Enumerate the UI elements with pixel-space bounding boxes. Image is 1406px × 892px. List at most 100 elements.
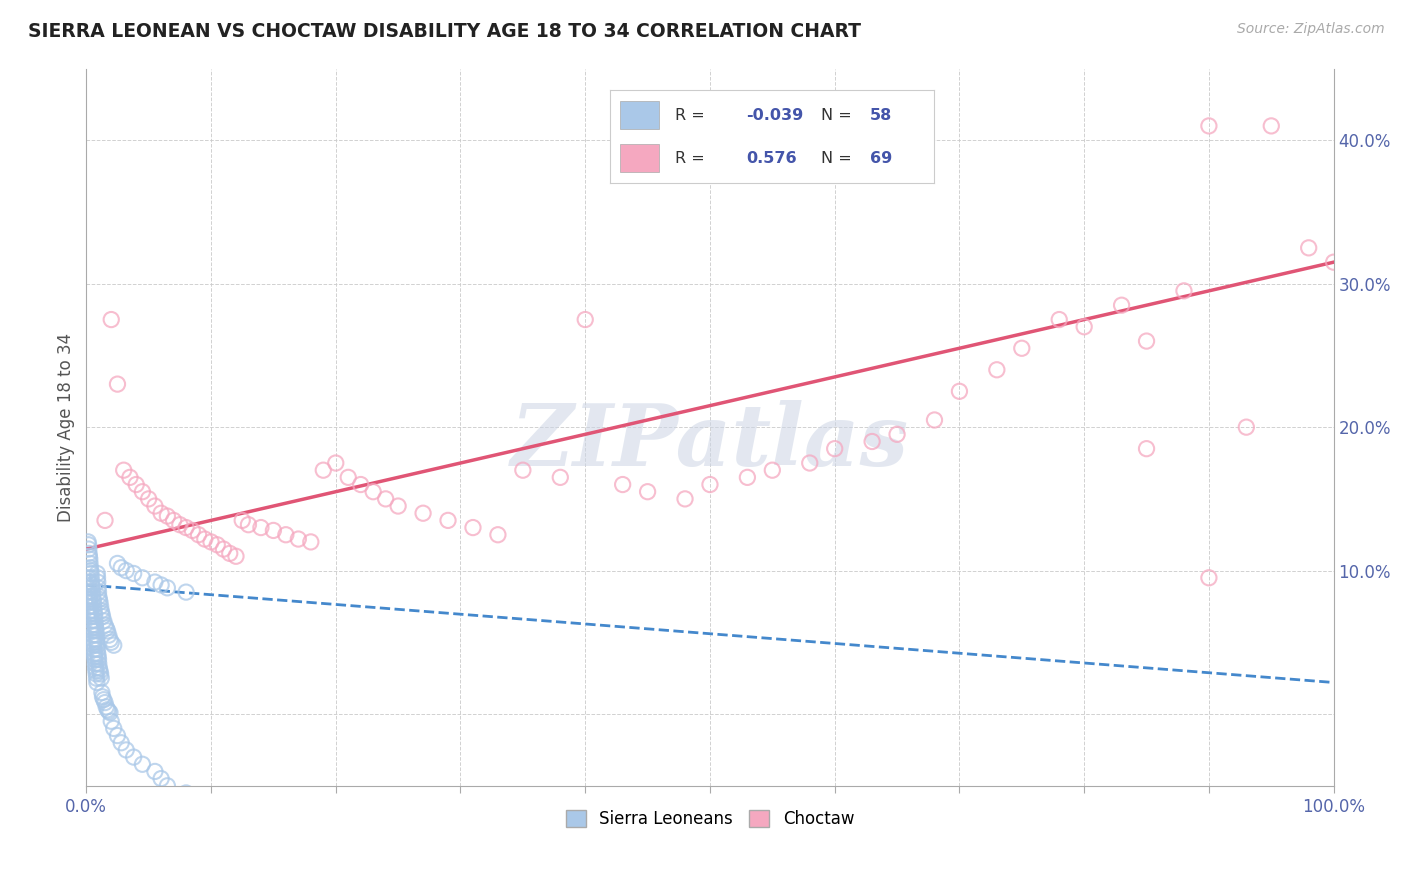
Point (77, 546, 100, 560)
Point (80, 566, 103, 581)
Point (218, 546, 240, 560)
Point (886, 427, 908, 442)
Point (83, 599, 105, 614)
Point (86, 671, 108, 685)
Point (699, 477, 721, 491)
Point (131, 484, 153, 499)
Point (82, 621, 104, 635)
Point (361, 484, 384, 499)
Point (374, 491, 396, 506)
Point (122, 750, 145, 764)
Text: SIERRA LEONEAN VS CHOCTAW DISABILITY AGE 18 TO 34 CORRELATION CHART: SIERRA LEONEAN VS CHOCTAW DISABILITY AGE… (28, 22, 860, 41)
Point (84, 614, 107, 628)
Point (100, 312, 122, 326)
Point (125, 477, 148, 491)
Point (82, 624, 104, 638)
Point (169, 517, 191, 532)
Point (87, 590, 110, 604)
Point (77, 542, 100, 557)
Point (82, 628, 104, 642)
Point (82, 592, 104, 607)
Point (96, 621, 118, 635)
Point (83, 647, 105, 661)
Point (91, 690, 114, 704)
Point (110, 736, 132, 750)
Point (90, 671, 112, 685)
Point (93, 614, 115, 628)
Point (83, 635, 105, 649)
Point (84, 652, 107, 666)
Point (87, 657, 110, 671)
Point (187, 527, 209, 541)
Point (350, 477, 373, 491)
Point (79, 590, 101, 604)
Point (79, 592, 101, 607)
Point (131, 757, 153, 772)
Point (673, 491, 696, 506)
Point (231, 513, 253, 527)
Point (86, 566, 108, 581)
Point (87, 652, 110, 666)
Point (77, 585, 100, 599)
Point (637, 484, 659, 499)
Point (387, 499, 409, 513)
Point (79, 599, 101, 614)
Legend: Sierra Leoneans, Choctaw: Sierra Leoneans, Choctaw (560, 804, 860, 835)
Point (156, 779, 179, 793)
Point (150, 506, 173, 520)
Point (77, 575, 100, 590)
Point (325, 456, 347, 470)
Point (79, 560, 101, 574)
Point (84, 618, 107, 632)
Point (103, 638, 125, 652)
Point (79, 552, 101, 566)
Point (548, 470, 571, 484)
Point (287, 532, 309, 546)
Point (486, 527, 509, 541)
Point (86, 642, 108, 657)
Point (83, 595, 105, 609)
Point (77, 581, 100, 595)
Point (986, 363, 1008, 377)
Point (79, 549, 101, 564)
Point (84, 624, 107, 638)
Point (156, 581, 179, 595)
Point (82, 585, 104, 599)
Point (86, 675, 108, 690)
Point (94, 618, 117, 632)
Point (89, 664, 111, 678)
Point (612, 477, 634, 491)
Point (512, 463, 534, 477)
Point (1135, 442, 1157, 456)
Point (110, 560, 132, 574)
Point (143, 499, 166, 513)
Point (87, 581, 110, 595)
Point (115, 743, 138, 757)
Point (98, 632, 121, 647)
Point (437, 513, 460, 527)
Point (79, 595, 101, 609)
Point (412, 506, 434, 520)
Point (84, 661, 107, 675)
Point (80, 618, 103, 632)
Point (94, 513, 117, 527)
Point (238, 517, 260, 532)
Point (90, 685, 112, 699)
Point (860, 434, 883, 449)
Text: Source: ZipAtlas.com: Source: ZipAtlas.com (1237, 22, 1385, 37)
Text: ZIPatlas: ZIPatlas (510, 400, 910, 483)
Point (82, 590, 104, 604)
Point (1135, 334, 1157, 348)
Point (90, 604, 112, 618)
Point (150, 772, 173, 786)
Point (83, 609, 105, 624)
Point (93, 692, 115, 706)
Point (225, 549, 247, 564)
Point (79, 604, 101, 618)
Point (87, 585, 110, 599)
Point (89, 592, 111, 607)
Point (194, 532, 217, 546)
Point (84, 664, 107, 678)
Point (83, 649, 105, 664)
Point (77, 535, 100, 549)
